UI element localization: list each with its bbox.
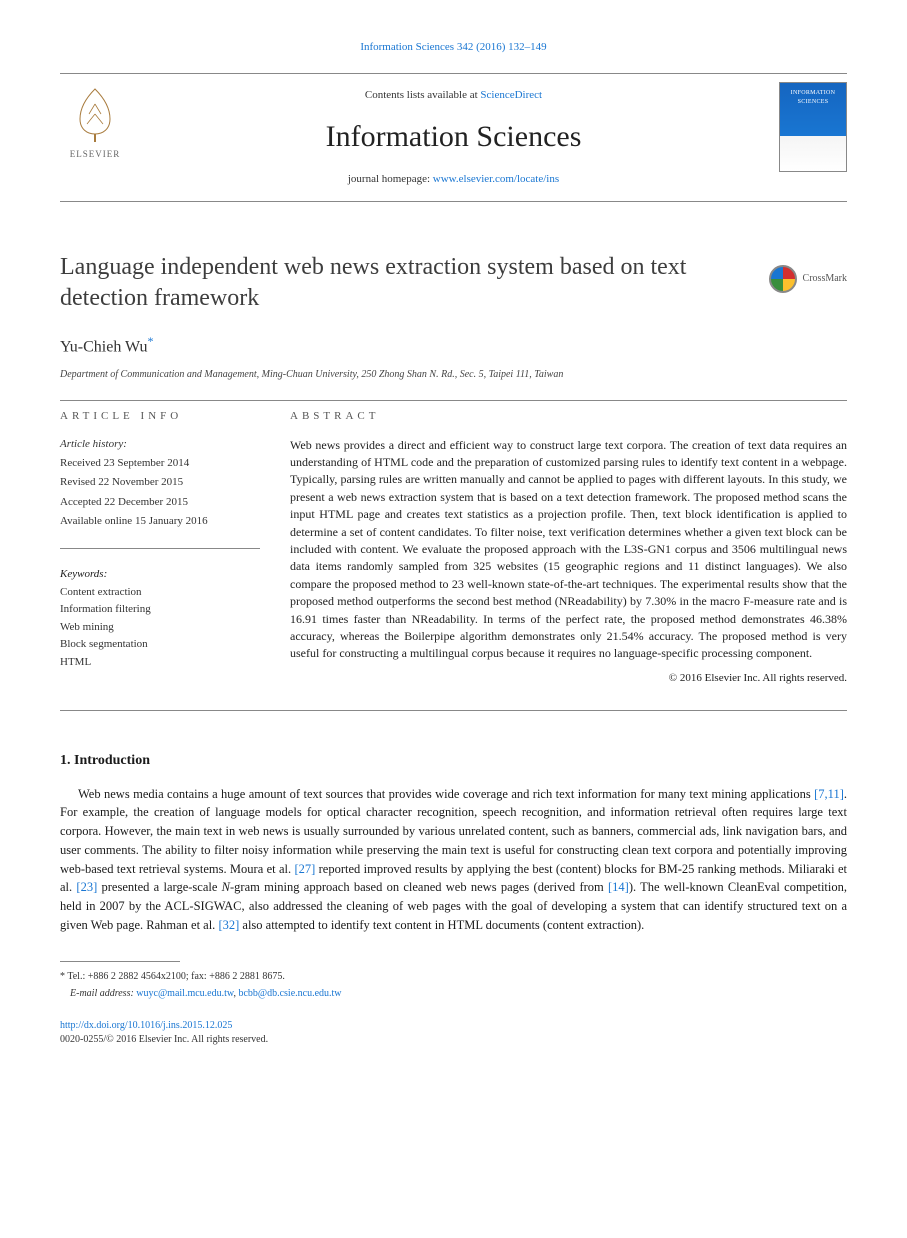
- crossmark-badge[interactable]: CrossMark: [769, 265, 847, 293]
- journal-homepage-line: journal homepage: www.elsevier.com/locat…: [60, 172, 847, 187]
- corresponding-author-footnote: * Tel.: +886 2 2882 4564x2100; fax: +886…: [60, 970, 847, 984]
- abstract-column: ABSTRACT Web news provides a direct and …: [290, 409, 847, 686]
- affiliation: Department of Communication and Manageme…: [60, 368, 847, 401]
- sciencedirect-link[interactable]: ScienceDirect: [480, 89, 542, 101]
- keywords-label: Keywords:: [60, 567, 260, 582]
- page-root: Information Sciences 342 (2016) 132–149 …: [0, 0, 907, 1097]
- keyword: Information filtering: [60, 602, 260, 617]
- journal-cover-thumbnail: INFORMATION SCIENCES: [779, 82, 847, 172]
- footnote-separator: [60, 961, 180, 962]
- body-text: Web news media contains a huge amount of…: [78, 787, 814, 801]
- citation-ref[interactable]: [27]: [294, 862, 315, 876]
- crossmark-icon: [769, 265, 797, 293]
- history-online: Available online 15 January 2016: [60, 514, 260, 529]
- info-abstract-row: ARTICLE INFO Article history: Received 2…: [60, 409, 847, 711]
- body-text: also attempted to identify text content …: [239, 918, 644, 932]
- history-received: Received 23 September 2014: [60, 456, 260, 471]
- section-1-heading: 1. Introduction: [60, 751, 847, 771]
- keyword: Web mining: [60, 620, 260, 635]
- masthead: ELSEVIER INFORMATION SCIENCES Contents l…: [60, 73, 847, 202]
- running-head-citation: Information Sciences 342 (2016) 132–149: [60, 40, 847, 55]
- elsevier-tree-icon: [65, 84, 125, 144]
- article-info-heading: ARTICLE INFO: [60, 409, 260, 424]
- footer-copyright: 0020-0255/© 2016 Elsevier Inc. All right…: [60, 1033, 847, 1047]
- body-text: -gram mining approach based on cleaned w…: [230, 880, 608, 894]
- doi-link[interactable]: http://dx.doi.org/10.1016/j.ins.2015.12.…: [60, 1019, 847, 1033]
- citation-ref[interactable]: [7,11]: [814, 787, 844, 801]
- corresponding-author-mark: *: [148, 334, 154, 348]
- email-footnote: E-mail address: wuyc@mail.mcu.edu.tw, bc…: [60, 987, 847, 1001]
- elsevier-brand-text: ELSEVIER: [70, 148, 121, 161]
- keyword: HTML: [60, 655, 260, 670]
- history-label: Article history:: [60, 438, 127, 450]
- citation-ref[interactable]: [23]: [76, 880, 97, 894]
- author-line: Yu-Chieh Wu*: [60, 333, 847, 359]
- email-link-1[interactable]: wuyc@mail.mcu.edu.tw: [136, 988, 233, 999]
- italic-n: N: [222, 880, 230, 894]
- intro-paragraph-1: Web news media contains a huge amount of…: [60, 785, 847, 935]
- journal-title: Information Sciences: [60, 116, 847, 158]
- email-link-2[interactable]: bcbb@db.csie.ncu.edu.tw: [238, 988, 341, 999]
- cover-title-text: INFORMATION SCIENCES: [780, 89, 846, 106]
- homepage-prefix: journal homepage:: [348, 173, 433, 185]
- email-label: E-mail address:: [70, 988, 134, 999]
- history-revised: Revised 22 November 2015: [60, 475, 260, 490]
- abstract-heading: ABSTRACT: [290, 409, 847, 424]
- citation-ref[interactable]: [32]: [218, 918, 239, 932]
- keyword: Block segmentation: [60, 637, 260, 652]
- body-text: presented a large-scale: [97, 880, 221, 894]
- elsevier-logo: ELSEVIER: [60, 84, 130, 174]
- article-info-column: ARTICLE INFO Article history: Received 2…: [60, 409, 260, 686]
- contents-prefix: Contents lists available at: [365, 89, 480, 101]
- history-accepted: Accepted 22 December 2015: [60, 495, 260, 510]
- abstract-copyright: © 2016 Elsevier Inc. All rights reserved…: [290, 671, 847, 686]
- article-history-block: Article history: Received 23 September 2…: [60, 437, 260, 549]
- abstract-text: Web news provides a direct and efficient…: [290, 437, 847, 663]
- homepage-url[interactable]: www.elsevier.com/locate/ins: [433, 173, 559, 185]
- citation-ref[interactable]: [14]: [608, 880, 629, 894]
- contents-available-line: Contents lists available at ScienceDirec…: [60, 88, 847, 103]
- author-name: Yu-Chieh Wu: [60, 338, 148, 355]
- article-title: Language independent web news extraction…: [60, 252, 700, 314]
- keyword: Content extraction: [60, 585, 260, 600]
- crossmark-label: CrossMark: [803, 272, 847, 286]
